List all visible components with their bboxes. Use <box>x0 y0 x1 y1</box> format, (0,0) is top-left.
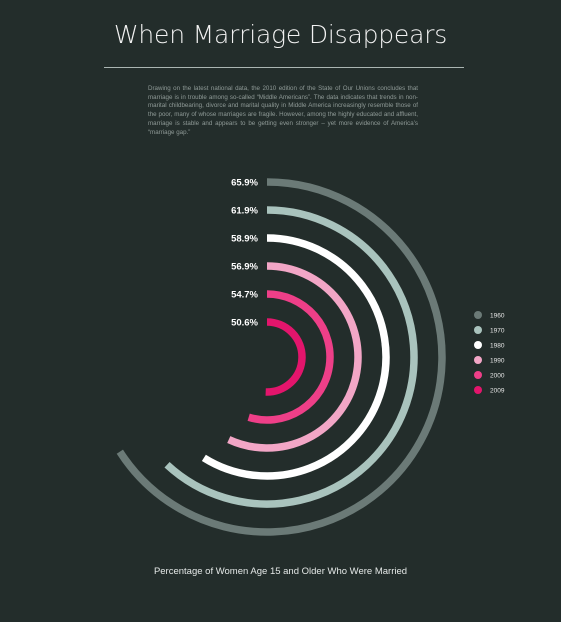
page-title: When Marriage Disappears <box>113 20 448 49</box>
legend-label-1970: 1970 <box>490 327 505 334</box>
arc-1980 <box>201 234 390 480</box>
legend-swatch-2000 <box>474 371 482 379</box>
intro-paragraph: Drawing on the latest national data, the… <box>148 85 418 136</box>
arc-2000 <box>247 290 334 424</box>
legend-label-2009: 2009 <box>490 387 505 394</box>
legend-swatch-1970 <box>474 326 482 334</box>
legend-swatch-1990 <box>474 356 482 364</box>
legend-label-1980: 1980 <box>490 342 505 349</box>
legend-swatch-2009 <box>474 386 482 394</box>
legend: 1960 1970 1980 1990 2000 2009 <box>474 311 505 394</box>
percent-label-1960: 65.9% <box>231 178 258 189</box>
legend-swatch-1960 <box>474 311 482 319</box>
arc-group <box>116 178 446 536</box>
chart-caption: Percentage of Women Age 15 and Older Who… <box>153 566 408 577</box>
legend-label-1990: 1990 <box>490 357 505 364</box>
percent-label-2009: 50.6% <box>231 318 258 329</box>
percent-label-group: 65.9% 61.9% 58.9% 56.9% 54.7% 50.6% <box>231 178 258 329</box>
title-divider <box>104 67 464 68</box>
arc-2009 <box>265 318 306 396</box>
percent-label-1980: 58.9% <box>231 234 258 245</box>
legend-label-2000: 2000 <box>490 372 505 379</box>
percent-label-2000: 54.7% <box>231 290 258 301</box>
arc-1960 <box>116 178 446 536</box>
legend-label-1960: 1960 <box>490 312 505 319</box>
percent-label-1990: 56.9% <box>231 262 258 273</box>
arc-1990 <box>227 262 362 452</box>
legend-swatch-1980 <box>474 341 482 349</box>
arc-1970 <box>164 206 418 508</box>
percent-label-1970: 61.9% <box>231 206 258 217</box>
